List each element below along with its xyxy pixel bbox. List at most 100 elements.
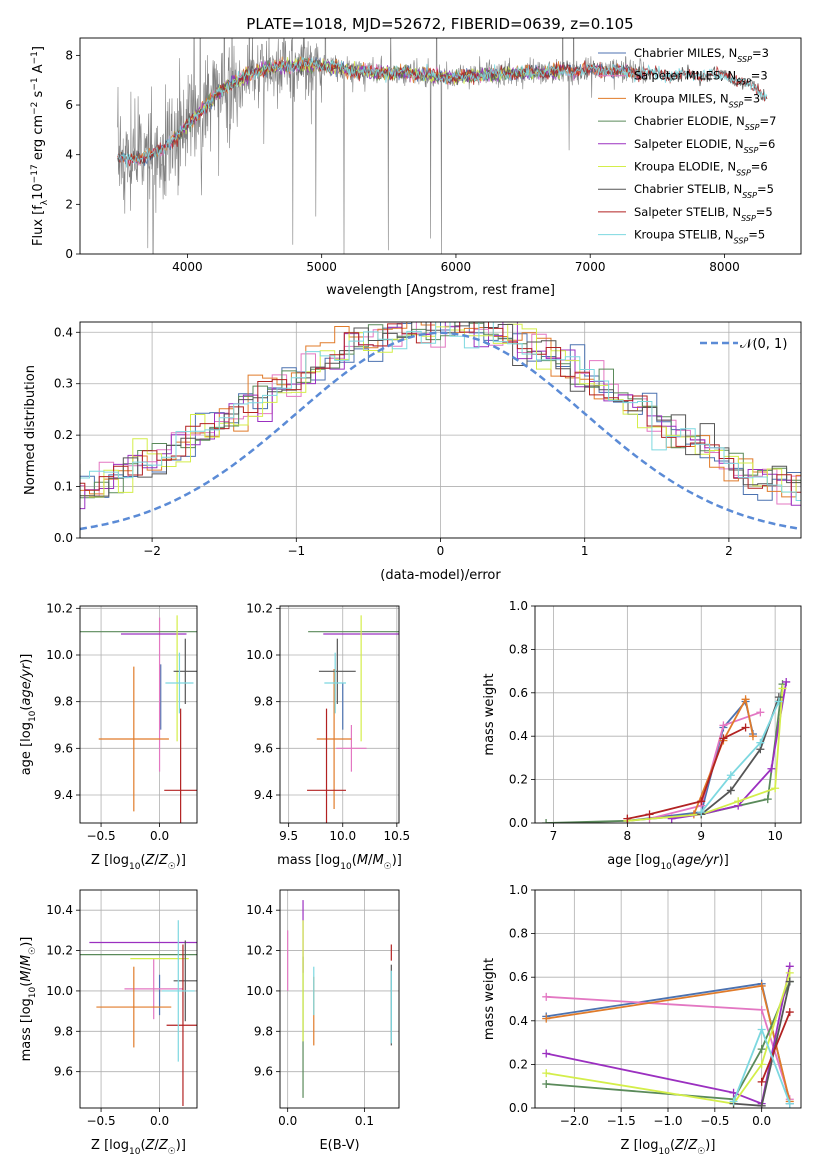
- massweight_vs_age-plot-area: [535, 606, 801, 823]
- x-tick-label: 8: [624, 829, 632, 843]
- y-tick-label: 9.6: [254, 741, 273, 755]
- y-tick-label: 0.3: [54, 377, 73, 391]
- axes-frame: [279, 889, 400, 1109]
- weight-series-line: [700, 701, 780, 813]
- y-tick-label: 0.0: [509, 816, 528, 830]
- weight-marker: [542, 1069, 551, 1078]
- y-axis-label: Normed distribution: [23, 365, 38, 495]
- x-tick-label: −0.5: [700, 1114, 729, 1128]
- x-tick-label: 4000: [172, 260, 203, 274]
- y-axis-label: mass [log10(M/M☉)]: [19, 937, 38, 1062]
- weight-marker: [785, 968, 794, 977]
- weight-marker: [726, 771, 735, 780]
- y-tick-label: 0.2: [54, 428, 73, 442]
- legend-entry: Salpeter STELIB, NSSP=5: [634, 205, 773, 223]
- legend-entry: Chabrier STELIB, NSSP=5: [634, 182, 774, 200]
- y-tick-label: 9.4: [54, 788, 73, 802]
- weight-marker: [782, 677, 791, 686]
- weight-marker: [741, 695, 750, 704]
- weight-marker: [719, 734, 728, 743]
- y-tick-label: 10.4: [46, 903, 73, 917]
- weight-marker: [645, 810, 654, 819]
- x-tick-label: −1.0: [653, 1114, 682, 1128]
- weight-series-line: [649, 711, 761, 820]
- axes-frame: [79, 889, 198, 1109]
- age_vs_Z-panel: −0.5 0.0 9.4 9.6 9.8 10.0 10.2 Z [log10(Z/Z☉)] a…: [19, 601, 198, 872]
- x-tick-label: 5000: [306, 260, 337, 274]
- x-tick-label: −0.5: [86, 1114, 115, 1128]
- y-tick-label: 0.6: [509, 970, 528, 984]
- massweight_vs_age-panel: 7 8 9 10 0.0 0.2 0.4 0.6 0.8 1.0 age [log10(age/yr…: [482, 599, 802, 872]
- y-tick-label: 9.4: [254, 788, 273, 802]
- y-tick-label: 9.6: [54, 741, 73, 755]
- age_vs_mass-panel: 9.5 10.0 10.5 9.4 9.6 9.8 10.0 10.2 mass [log10(…: [246, 601, 410, 872]
- x-axis-label: E(B-V): [319, 1138, 359, 1153]
- weight-marker: [757, 1060, 766, 1069]
- y-tick-label: 0.0: [509, 1101, 528, 1115]
- x-tick-label: 10.5: [383, 829, 410, 843]
- weight-marker: [763, 795, 772, 804]
- age_vs_Z-plot-area: [80, 606, 197, 823]
- weight-marker: [785, 977, 794, 986]
- weight-marker: [726, 786, 735, 795]
- weight-marker: [729, 1097, 738, 1106]
- y-tick-label: 10.4: [246, 903, 273, 917]
- y-tick-label: 9.6: [254, 1065, 273, 1079]
- legend-entry: Chabrier ELODIE, NSSP=7: [634, 114, 776, 132]
- y-tick-label: 10.2: [246, 601, 273, 615]
- weight-marker: [748, 732, 757, 741]
- residual-histogram: [80, 322, 801, 501]
- y-tick-label: 0.1: [54, 480, 73, 494]
- legend-entry: 𝒩(0, 1): [740, 337, 787, 352]
- weight-marker: [757, 1025, 766, 1034]
- spectrum-panel: 4000 5000 6000 7000 8000 0 2 4 6 8 wavelength [Ang…: [30, 37, 802, 298]
- x-tick-label: 2: [725, 544, 733, 558]
- weight-marker: [756, 738, 765, 747]
- x-axis-label: (data-model)/error: [380, 568, 501, 583]
- y-tick-label: 10.2: [246, 944, 273, 958]
- weight-series-line: [546, 972, 791, 1105]
- x-tick-label: 8000: [709, 260, 740, 274]
- x-tick-label: 0: [437, 544, 445, 558]
- x-tick-label: 6000: [441, 260, 472, 274]
- y-tick-label: 9.8: [254, 1024, 273, 1038]
- mass_vs_Z-panel: −0.5 0.0 9.6 9.8 10.0 10.2 10.4 Z [log10(Z/Z☉)]…: [19, 889, 198, 1157]
- weight-marker: [542, 1049, 551, 1058]
- gaussian-curve: [80, 331, 801, 531]
- axes-frame: [79, 605, 198, 824]
- weight-marker: [542, 1080, 551, 1089]
- x-axis-label: wavelength [Angstrom, rest frame]: [326, 283, 555, 298]
- weight-marker: [697, 808, 706, 817]
- weight-marker: [623, 814, 632, 823]
- x-tick-label: 0.0: [150, 829, 169, 843]
- legend-entry: Kroupa STELIB, NSSP=5: [634, 228, 765, 246]
- legend-entry: Salpeter MILES, NSSP=3: [634, 69, 768, 87]
- weight-marker: [757, 1045, 766, 1054]
- y-tick-label: 6: [65, 98, 73, 112]
- weight-marker: [741, 723, 750, 732]
- y-tick-label: 1.0: [509, 883, 528, 897]
- y-tick-label: 0.4: [54, 325, 73, 339]
- y-tick-label: 0.4: [509, 1014, 528, 1028]
- massweight_vs_Z-panel: −2.0 −1.5 −1.0 −0.5 0.0 0.0 0.2 0.4 0.6 0.8 1.0 Z […: [482, 883, 802, 1157]
- weight-series-line: [546, 966, 791, 1105]
- y-tick-label: 0.2: [509, 1057, 528, 1071]
- mass_vs_Z-plot-area: [80, 890, 197, 1108]
- weight-marker: [785, 1099, 794, 1108]
- x-axis-label: Z [log10(Z/Z☉)]: [91, 1138, 186, 1157]
- residual-histogram: [80, 322, 801, 510]
- x-tick-label: −2.0: [560, 1114, 589, 1128]
- y-axis-label: mass weight: [482, 673, 497, 755]
- y-tick-label: 0: [65, 247, 73, 261]
- y-tick-label: 10.0: [246, 648, 273, 662]
- y-tick-label: 1.0: [509, 599, 528, 613]
- weight-marker: [542, 1014, 551, 1023]
- y-tick-label: 0.0: [54, 531, 73, 545]
- weight-marker: [734, 797, 743, 806]
- figure-title: PLATE=1018, MJD=52672, FIBERID=0639, z=0…: [246, 15, 633, 33]
- x-tick-label: 9: [697, 829, 705, 843]
- legend-entry: Kroupa ELODIE, NSSP=6: [634, 160, 768, 178]
- axes-frame: [79, 321, 802, 539]
- y-axis-label: age [log10(age/yr)]: [19, 654, 38, 776]
